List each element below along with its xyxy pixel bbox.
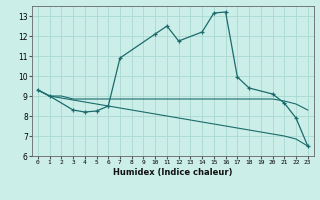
- X-axis label: Humidex (Indice chaleur): Humidex (Indice chaleur): [113, 168, 233, 177]
